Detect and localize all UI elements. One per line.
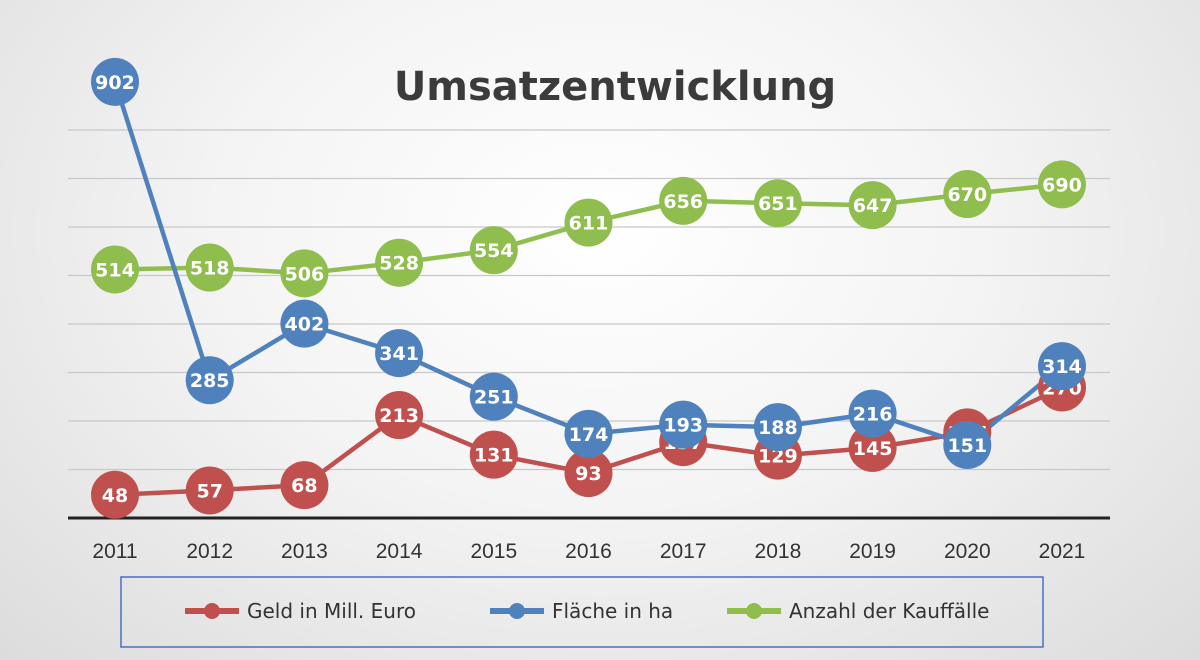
data-point (280, 249, 329, 298)
x-tick-label: 2020 (944, 540, 991, 563)
legend-swatch-marker (509, 603, 525, 619)
x-tick-label: 2017 (660, 540, 707, 563)
data-point (469, 226, 518, 275)
data-point (1038, 342, 1086, 391)
data-label: 93 (575, 463, 601, 485)
data-label: 188 (758, 417, 798, 439)
series-line (112, 81, 1064, 448)
data-point (753, 179, 802, 228)
data-point (375, 391, 424, 440)
data-label: 647 (853, 195, 893, 217)
x-tick-label: 2012 (186, 540, 233, 563)
data-point (469, 372, 518, 421)
legend-label: Geld in Mill. Euro (247, 599, 416, 623)
data-label: 216 (853, 404, 893, 426)
data-point (375, 238, 424, 287)
legend-box (120, 576, 1044, 648)
data-label: 341 (379, 343, 419, 365)
data-point (280, 461, 329, 510)
data-label: 48 (102, 485, 128, 507)
legend-label: Fläche in ha (552, 599, 673, 623)
x-tick-label: 2014 (376, 540, 423, 563)
data-point (848, 423, 897, 472)
data-point (375, 329, 424, 378)
series-group: 514 518 506 528 554 611 656 651 647 670 690 48 57 68 2… (91, 57, 1086, 519)
data-point (185, 243, 234, 292)
x-tick-label: 2019 (849, 540, 896, 563)
data-label: 690 (1042, 174, 1082, 196)
x-tick-label: 2016 (565, 540, 612, 563)
x-tick-label: 2018 (755, 540, 802, 563)
legend-swatch-marker (746, 603, 762, 619)
data-point (564, 409, 613, 458)
data-point (659, 400, 708, 449)
data-point (280, 299, 329, 348)
data-label: 518 (190, 258, 230, 280)
data-point (185, 356, 234, 405)
legend: Geld in Mill. Euro Fläche in ha Anzahl der… (120, 576, 1044, 648)
data-point (469, 430, 518, 479)
x-tick-label: 2013 (281, 540, 328, 563)
data-label: 57 (196, 480, 222, 502)
data-label: 145 (853, 438, 893, 460)
data-label: 506 (285, 263, 325, 285)
legend-label: Anzahl der Kauffälle (789, 599, 989, 623)
data-label: 651 (758, 193, 798, 215)
data-point (943, 420, 992, 469)
data-label: 314 (1042, 356, 1082, 378)
data-label: 514 (95, 259, 135, 281)
data-point (564, 449, 613, 498)
chart-title: Umsatzentwicklung (394, 64, 836, 110)
data-label: 670 (947, 184, 987, 206)
data-label: 285 (190, 370, 230, 392)
data-label: 554 (474, 240, 514, 262)
data-point (659, 176, 708, 225)
x-tick-label: 2021 (1039, 540, 1086, 563)
data-point (943, 170, 992, 219)
x-tick-label: 2011 (92, 540, 137, 563)
data-label: 193 (663, 415, 703, 437)
data-label: 131 (474, 445, 514, 467)
data-point (1038, 160, 1086, 209)
data-point (753, 403, 802, 452)
data-label: 528 (379, 253, 419, 275)
data-point (848, 389, 897, 438)
data-label: 656 (663, 191, 703, 213)
data-label: 151 (947, 435, 987, 457)
data-point (848, 181, 897, 230)
legend-swatch-marker (204, 603, 220, 619)
data-label: 611 (569, 213, 609, 235)
data-label: 129 (758, 446, 798, 468)
x-tick-label: 2015 (470, 540, 517, 563)
data-label: 213 (379, 405, 419, 427)
data-label: 902 (95, 72, 135, 94)
data-point (564, 198, 613, 247)
data-label: 402 (285, 314, 325, 336)
x-tick-labels: 2011 2012 2013 2014 2015 2016 2017 2018 2019 2020… (92, 540, 1085, 563)
data-label: 68 (291, 475, 317, 497)
data-point (185, 466, 234, 515)
data-point (91, 470, 139, 519)
data-label: 251 (474, 387, 514, 409)
data-point (91, 245, 139, 294)
data-point (91, 57, 139, 106)
data-label: 174 (569, 424, 609, 446)
